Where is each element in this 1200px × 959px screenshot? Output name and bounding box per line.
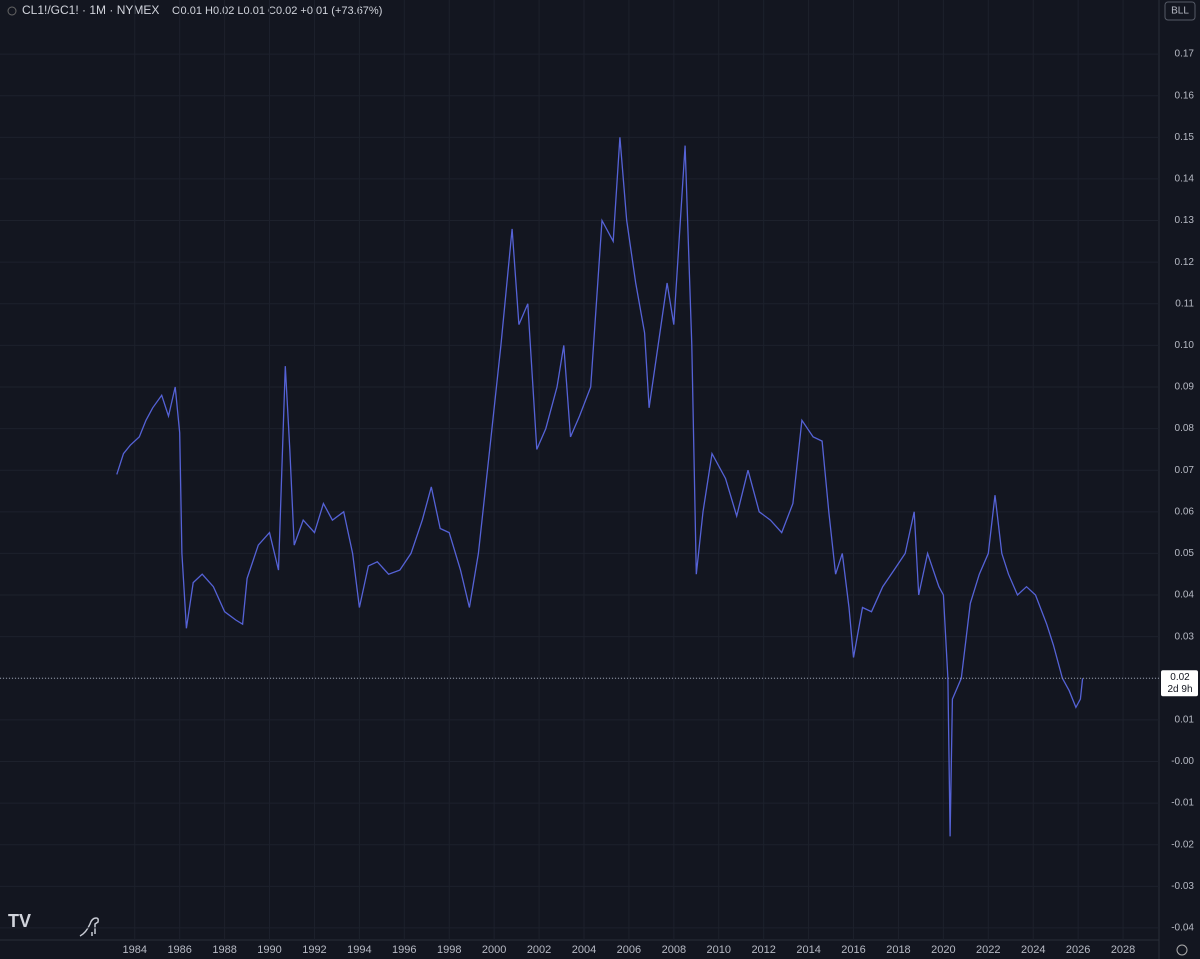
y-tick-label: 0.09 xyxy=(1175,382,1195,393)
y-tick-label: 0.10 xyxy=(1175,340,1195,351)
y-tick-label: -0.02 xyxy=(1171,839,1194,850)
ohlc: O0.01 H0.02 L0.01 C0.02 +0.01 (+73.67%) xyxy=(172,5,382,17)
dino-icon[interactable] xyxy=(79,917,99,937)
y-tick-label: 0.17 xyxy=(1175,49,1195,60)
x-tick-label: 1984 xyxy=(123,944,147,956)
x-tick-label: 2010 xyxy=(707,944,731,956)
y-tick-label: 0.16 xyxy=(1175,90,1195,101)
y-tick-label: -0.03 xyxy=(1171,881,1194,892)
x-tick-label: 2022 xyxy=(976,944,1000,956)
tv-logo[interactable]: TV xyxy=(8,911,31,931)
x-tick-label: 2028 xyxy=(1111,944,1135,956)
y-tick-label: -0.00 xyxy=(1171,756,1194,767)
x-tick-label: 2012 xyxy=(751,944,775,956)
y-tick-label: -0.01 xyxy=(1171,798,1194,809)
x-tick-label: 2000 xyxy=(482,944,506,956)
x-tick-label: 2008 xyxy=(662,944,686,956)
x-tick-label: 2024 xyxy=(1021,944,1045,956)
x-tick-label: 1990 xyxy=(257,944,281,956)
countdown: 2d 9h xyxy=(1167,684,1192,695)
y-tick-label: 0.05 xyxy=(1175,548,1195,559)
x-tick-label: 2014 xyxy=(796,944,820,956)
last-price-box xyxy=(1161,670,1198,697)
y-tick-label: -0.04 xyxy=(1171,923,1194,934)
y-tick-label: 0.01 xyxy=(1175,715,1195,726)
x-tick-label: 2002 xyxy=(527,944,551,956)
y-tick-label: 0.07 xyxy=(1175,465,1195,476)
y-tick-label: 0.11 xyxy=(1175,298,1194,309)
price-line xyxy=(116,137,1084,837)
x-tick-label: 1994 xyxy=(347,944,371,956)
y-tick-label: 0.14 xyxy=(1175,174,1195,185)
symbol-icon xyxy=(7,6,17,16)
bll-button[interactable] xyxy=(1164,1,1196,21)
y-tick-label: 0.04 xyxy=(1175,590,1195,601)
y-tick-label: 0.06 xyxy=(1175,506,1195,517)
y-tick-label: 0.13 xyxy=(1175,215,1195,226)
x-tick-label: 2020 xyxy=(931,944,955,956)
y-tick-label: 0.12 xyxy=(1175,257,1195,268)
x-tick-label: 1992 xyxy=(302,944,326,956)
x-tick-label: 2016 xyxy=(841,944,865,956)
bll-label[interactable]: BLL xyxy=(1171,6,1189,17)
x-tick-label: 1998 xyxy=(437,944,461,956)
x-tick-label: 1988 xyxy=(212,944,236,956)
settings-icon[interactable] xyxy=(1176,944,1188,956)
y-tick-label: 0.03 xyxy=(1175,631,1195,642)
y-tick-label: 0.15 xyxy=(1175,132,1195,143)
x-tick-label: 2026 xyxy=(1066,944,1090,956)
x-tick-label: 1996 xyxy=(392,944,416,956)
x-tick-label: 2004 xyxy=(572,944,596,956)
last-price-label: 0.02 xyxy=(1170,672,1190,683)
x-tick-label: 2018 xyxy=(886,944,910,956)
x-tick-label: 2006 xyxy=(617,944,641,956)
y-tick-label: 0.08 xyxy=(1175,423,1195,434)
x-tick-label: 1986 xyxy=(167,944,191,956)
symbol[interactable]: CL1!/GC1! · 1M · NYMEX xyxy=(22,3,159,17)
